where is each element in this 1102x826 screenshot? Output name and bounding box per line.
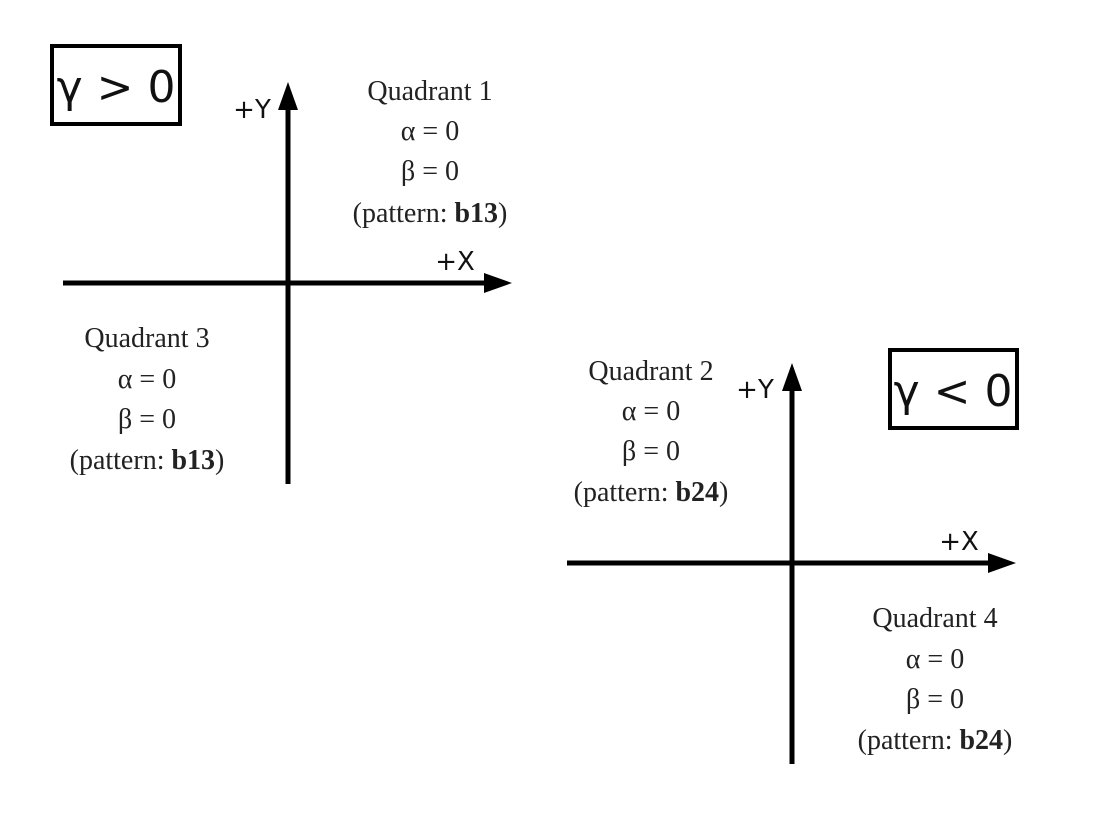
quadrant-2-label: Quadrant 2 α = 0 β = 0 (pattern: b24) [574, 356, 729, 508]
gamma-negative-label: γ < 0 [894, 366, 1013, 417]
beta-value: β = 0 [118, 404, 176, 435]
y-axis-label: +Y [736, 375, 774, 405]
quadrant-name: Quadrant 2 [588, 356, 713, 387]
quadrant-4-label: Quadrant 4 α = 0 β = 0 (pattern: b24) [858, 603, 1013, 756]
quadrant-name: Quadrant 4 [872, 603, 997, 634]
pattern-code: b13 [454, 198, 498, 229]
quadrant-3-label: Quadrant 3 α = 0 β = 0 (pattern: b13) [70, 323, 225, 476]
y-axis-arrowhead [782, 363, 802, 391]
gamma-positive-label: γ > 0 [57, 62, 176, 113]
pattern-suffix: ) [498, 198, 507, 229]
y-axis-arrowhead [278, 82, 298, 110]
pattern-prefix: (pattern: [858, 725, 960, 756]
x-axis-label: +X [435, 247, 475, 277]
pattern-prefix: (pattern: [353, 198, 455, 229]
pattern-suffix: ) [215, 445, 224, 476]
alpha-value: α = 0 [118, 364, 176, 395]
pattern-prefix: (pattern: [574, 477, 676, 508]
x-axis-arrowhead [988, 553, 1016, 573]
pattern-text: (pattern: b13) [70, 445, 225, 476]
pattern-code: b24 [675, 477, 719, 508]
pattern-code: b13 [171, 445, 215, 476]
pattern-code: b24 [959, 725, 1003, 756]
gamma-negative-box [888, 348, 1019, 430]
beta-value: β = 0 [906, 684, 964, 715]
gamma-positive-box [50, 44, 182, 126]
pattern-text: (pattern: b24) [574, 477, 729, 508]
pattern-text: (pattern: b13) [353, 198, 508, 229]
alpha-value: α = 0 [906, 644, 964, 675]
pattern-suffix: ) [1003, 725, 1012, 756]
pattern-text: (pattern: b24) [858, 725, 1013, 756]
quadrant-name: Quadrant 1 [367, 76, 492, 107]
quadrant-name: Quadrant 3 [84, 323, 209, 354]
pattern-prefix: (pattern: [70, 445, 172, 476]
x-axis-arrowhead [484, 273, 512, 293]
alpha-value: α = 0 [401, 116, 459, 147]
beta-value: β = 0 [401, 156, 459, 187]
quadrant-1-label: Quadrant 1 α = 0 β = 0 (pattern: b13) [353, 76, 508, 229]
pattern-suffix: ) [719, 477, 728, 508]
beta-value: β = 0 [622, 436, 680, 467]
alpha-value: α = 0 [622, 396, 680, 427]
panel-gamma-negative: γ < 0 +X +Y Quadrant 2 α = 0 β = 0 (patt… [567, 348, 1019, 764]
x-axis-label: +X [939, 527, 979, 557]
panel-gamma-positive: γ > 0 +X +Y Quadrant 1 α = 0 β = 0 (patt… [50, 44, 512, 484]
y-axis-label: +Y [233, 95, 271, 125]
